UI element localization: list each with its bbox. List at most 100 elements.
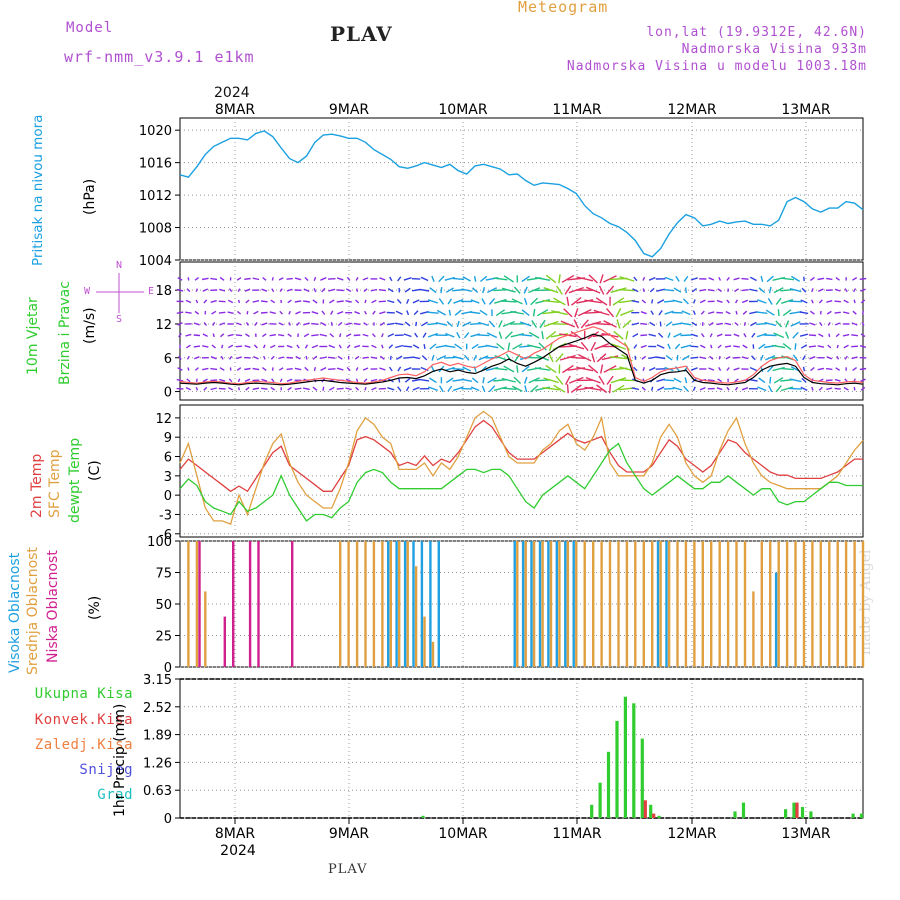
wind-arrow bbox=[708, 311, 715, 315]
wind-arrow bbox=[851, 334, 858, 337]
wind-arrow bbox=[801, 377, 807, 383]
wind-arrow bbox=[836, 355, 840, 360]
wind-arrow bbox=[632, 333, 639, 338]
wind-arrow bbox=[584, 299, 602, 304]
wind-arrow bbox=[319, 356, 328, 360]
wind-arrow bbox=[488, 320, 496, 328]
cloud-mid-bar bbox=[651, 541, 654, 667]
wind-arrow bbox=[680, 344, 692, 349]
panel-3-ytick-label: 9 bbox=[164, 431, 172, 446]
wind-arrow bbox=[328, 288, 336, 292]
wind-arrow bbox=[244, 288, 251, 292]
wind-arrow bbox=[252, 387, 260, 391]
wind-arrow bbox=[528, 287, 541, 294]
wind-arrow bbox=[764, 321, 777, 327]
wind-arrow bbox=[844, 378, 849, 383]
wind-arrow bbox=[742, 310, 748, 315]
cloud-high-bar bbox=[521, 541, 525, 667]
wind-arrow bbox=[346, 344, 351, 349]
wind-arrow bbox=[631, 387, 640, 391]
wind-arrow bbox=[354, 344, 361, 348]
wind-arrow bbox=[827, 322, 831, 326]
wind-arrow bbox=[560, 320, 576, 328]
wind-arrow bbox=[354, 311, 360, 315]
wind-arrow bbox=[811, 288, 814, 293]
wind-arrow bbox=[535, 299, 550, 304]
cloud-mid-bar bbox=[785, 541, 789, 667]
wind-arrow bbox=[716, 299, 723, 303]
wind-arrow bbox=[741, 289, 749, 292]
wind-arrow bbox=[440, 287, 443, 294]
cloud-mid-bar bbox=[819, 541, 822, 667]
wind-arrow bbox=[403, 277, 412, 281]
wind-arrow bbox=[322, 386, 325, 391]
wind-arrow bbox=[421, 355, 428, 361]
wind-arrow bbox=[387, 333, 395, 338]
cloud-high-bar bbox=[547, 541, 550, 667]
compass-rose: N W E S bbox=[82, 260, 162, 326]
wind-arrow bbox=[311, 334, 319, 337]
panel-2-ytick-label: 0 bbox=[164, 386, 172, 401]
precip-total-bar bbox=[606, 751, 611, 818]
wind-arrow bbox=[185, 386, 192, 391]
wind-arrow bbox=[818, 386, 823, 391]
wind-arrow bbox=[690, 333, 699, 337]
wind-arrow bbox=[452, 368, 465, 371]
wind-arrow bbox=[817, 277, 825, 281]
wind-arrow bbox=[571, 297, 582, 306]
temp-sfc-line bbox=[179, 410, 864, 525]
wind-arrow bbox=[640, 322, 648, 325]
wind-arrow bbox=[860, 288, 866, 292]
cloud-mid-bar bbox=[608, 541, 612, 667]
wind-arrow bbox=[427, 386, 438, 392]
cloud-mid-bar bbox=[828, 541, 831, 667]
cloud-mid-bar bbox=[381, 541, 384, 667]
wind-arrow bbox=[431, 275, 435, 283]
wind-arrow bbox=[682, 355, 690, 361]
wind-arrow bbox=[826, 277, 833, 281]
top-xtick-label: 13MAR bbox=[781, 102, 830, 118]
wind-arrow bbox=[353, 322, 361, 326]
wind-arrow bbox=[381, 344, 384, 349]
wind-arrow bbox=[817, 345, 825, 348]
wind-arrow bbox=[388, 366, 393, 372]
wind-arrow bbox=[658, 310, 663, 316]
wind-arrow bbox=[859, 367, 867, 371]
wind-arrow bbox=[336, 300, 344, 303]
wind-arrow bbox=[336, 387, 344, 390]
wind-arrow bbox=[252, 367, 260, 371]
wind-arrow bbox=[220, 333, 225, 338]
wind-arrow bbox=[717, 378, 723, 383]
wind-arrow bbox=[756, 322, 768, 326]
wind-arrow bbox=[851, 345, 859, 348]
wind-arrow bbox=[212, 321, 216, 326]
wind-arrow bbox=[395, 344, 404, 349]
cloud-mid-bar bbox=[634, 541, 637, 667]
wind-arrow bbox=[780, 386, 794, 392]
cloud-high-bar bbox=[513, 541, 516, 667]
wind-arrow bbox=[507, 342, 511, 351]
wind-arrow bbox=[295, 355, 301, 360]
wind-arrow bbox=[337, 321, 343, 327]
wind-arrow bbox=[453, 299, 464, 304]
wind-arrow bbox=[236, 277, 242, 281]
wind-arrow bbox=[675, 275, 680, 282]
wind-arrow bbox=[556, 285, 563, 295]
wind-arrow bbox=[555, 353, 564, 363]
wind-arrow bbox=[826, 387, 833, 391]
wind-arrow bbox=[610, 377, 627, 384]
wind-arrow bbox=[194, 277, 200, 281]
cloud-high-bar bbox=[437, 541, 440, 667]
wind-arrow bbox=[379, 321, 385, 326]
wind-arrow bbox=[563, 308, 573, 318]
station-elevation: Nadmorska Visina 933m bbox=[681, 42, 867, 57]
wind-arrow bbox=[211, 310, 217, 315]
wind-arrow bbox=[709, 355, 714, 360]
cloud-mid-bar bbox=[752, 591, 755, 667]
wind-arrow bbox=[228, 355, 233, 360]
wind-arrow bbox=[692, 386, 696, 391]
wind-arrow bbox=[642, 367, 646, 371]
wind-arrow bbox=[717, 344, 722, 349]
wind-arrow bbox=[724, 345, 732, 348]
